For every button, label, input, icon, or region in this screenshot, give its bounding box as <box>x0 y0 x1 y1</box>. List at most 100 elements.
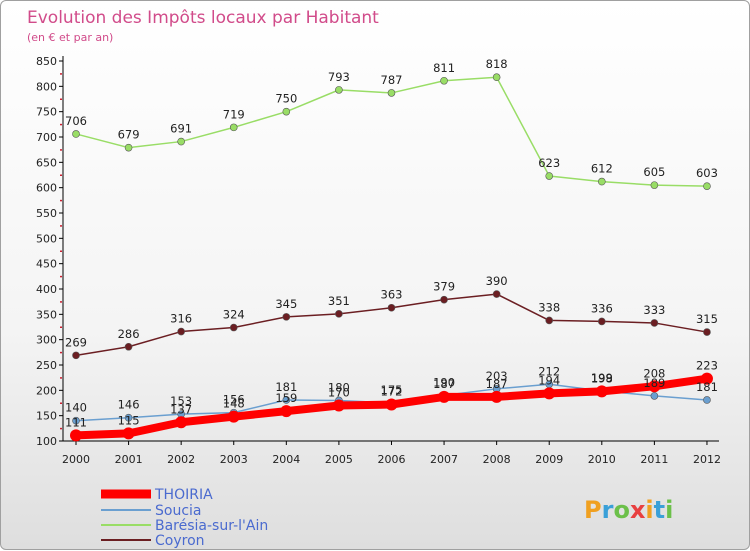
data-label: 212 <box>538 364 560 378</box>
data-label: 338 <box>538 300 560 314</box>
data-point <box>335 310 343 318</box>
data-point <box>282 313 291 321</box>
data-label: 115 <box>118 413 140 427</box>
y-tick-label: 350 <box>36 308 57 321</box>
legend-label-1: Soucia <box>155 503 202 519</box>
data-point <box>72 416 80 425</box>
y-tick-label: 450 <box>36 258 57 271</box>
y-tick-label: 400 <box>36 283 57 296</box>
y-tick-label: 500 <box>36 232 57 245</box>
data-point <box>177 137 185 146</box>
data-label: 187 <box>433 377 455 391</box>
data-label: 111 <box>65 415 87 429</box>
data-label: 390 <box>486 274 508 288</box>
data-point <box>650 392 659 400</box>
data-point <box>703 328 711 336</box>
data-label: 793 <box>328 70 350 84</box>
x-tick-label: 2002 <box>167 453 195 466</box>
data-point <box>440 76 448 85</box>
data-point <box>700 372 713 385</box>
data-point <box>282 107 291 116</box>
data-label: 811 <box>433 61 455 75</box>
data-label: 324 <box>223 308 245 322</box>
data-point <box>282 396 291 404</box>
y-tick-label: 750 <box>36 106 57 119</box>
y-minor-tick <box>60 225 62 227</box>
data-point <box>545 172 554 180</box>
data-label: 189 <box>643 376 665 390</box>
x-tick-label: 2008 <box>483 453 511 466</box>
data-label: 181 <box>275 380 297 394</box>
chart-subtitle: (en € et par an) <box>27 31 113 44</box>
data-point <box>492 290 501 298</box>
data-point <box>72 130 80 138</box>
data-label: 363 <box>381 288 403 302</box>
y-tick-label: 700 <box>36 131 57 144</box>
x-tick-label: 2001 <box>115 453 143 466</box>
data-label: 223 <box>696 359 718 373</box>
data-point <box>227 410 240 423</box>
data-point <box>177 327 185 336</box>
y-minor-tick <box>60 402 62 404</box>
x-tick-label: 2010 <box>588 453 616 466</box>
y-tick-label: 300 <box>36 334 57 347</box>
y-tick-label: 800 <box>36 80 57 93</box>
data-point <box>229 123 238 132</box>
data-point <box>175 416 188 429</box>
y-minor-tick <box>60 174 62 176</box>
data-point <box>545 316 554 325</box>
data-label: 612 <box>591 162 613 176</box>
y-tick-label: 550 <box>36 207 57 220</box>
y-minor-tick <box>60 275 62 278</box>
data-label: 787 <box>381 73 403 87</box>
data-label: 170 <box>328 386 350 400</box>
data-label: 148 <box>223 397 245 411</box>
data-labels: 706 679 691 719 750 793 787 811 818 623 612 605 603 2… <box>65 57 718 429</box>
y-tick-label: 650 <box>36 156 57 169</box>
data-point <box>440 295 448 304</box>
data-point <box>124 413 133 422</box>
y-minor-tick <box>60 377 62 379</box>
data-point <box>648 380 661 393</box>
y-minor-tick <box>60 301 62 303</box>
y-tick-label: 150 <box>36 410 57 423</box>
y-tick-label: 100 <box>36 435 57 448</box>
data-label: 818 <box>486 57 508 71</box>
data-label: 623 <box>538 156 560 170</box>
x-tick-label: 2011 <box>640 453 668 466</box>
data-label: 605 <box>643 165 665 179</box>
data-label: 333 <box>643 303 665 317</box>
legend-label-3: Coyron <box>155 533 205 549</box>
y-minor-tick <box>60 123 62 126</box>
data-label: 146 <box>118 398 140 412</box>
data-point <box>229 323 238 332</box>
data-label: 719 <box>223 107 245 121</box>
y-minor-tick <box>60 98 62 100</box>
data-label: 203 <box>486 369 508 383</box>
y-tick-label: 200 <box>36 384 57 397</box>
data-point <box>124 342 133 351</box>
x-tick-label: 2000 <box>62 453 90 466</box>
data-label: 691 <box>170 122 192 136</box>
data-label: 679 <box>118 128 140 142</box>
x-tick-label: 2006 <box>377 453 405 466</box>
data-label: 345 <box>275 297 297 311</box>
y-minor-tick <box>60 351 62 354</box>
svg-text:Proxiti: Proxiti <box>584 496 673 524</box>
x-tick-label: 2003 <box>220 453 248 466</box>
data-point <box>70 429 82 442</box>
legend-label-2: Barésia-sur-l'Ain <box>155 518 268 534</box>
chart-title: Evolution des Impôts locaux par Habitant <box>27 8 379 28</box>
data-label: 181 <box>696 380 718 394</box>
x-tick-label: 2007 <box>430 453 458 466</box>
data-point <box>703 182 711 190</box>
x-tick-label: 2005 <box>325 453 353 466</box>
data-label: 315 <box>696 312 718 326</box>
data-point <box>124 143 133 152</box>
data-label: 603 <box>696 166 718 180</box>
data-point <box>280 405 293 418</box>
data-label: 198 <box>591 371 613 385</box>
data-label: 180 <box>328 380 350 394</box>
